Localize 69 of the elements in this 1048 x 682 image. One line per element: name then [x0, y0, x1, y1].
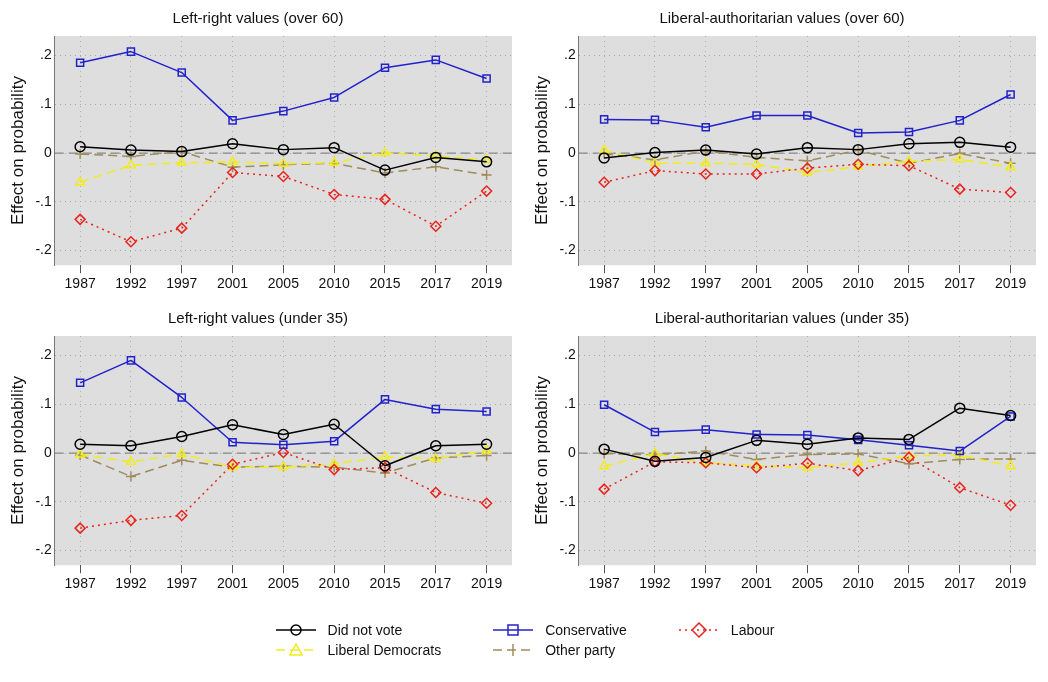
y-axis-title: Effect on probability	[531, 375, 551, 526]
y-tick-label: .2	[40, 346, 52, 363]
x-tick-label: 2015	[893, 575, 925, 592]
x-tick-label: 2001	[740, 575, 773, 592]
y-tick-label: .2	[564, 346, 576, 363]
y-tick-label: .2	[40, 46, 52, 63]
y-tick-label: -.1	[559, 192, 576, 209]
x-tick-label: 2017	[420, 575, 452, 592]
chart-title: Left-right values (under 35)	[167, 309, 349, 327]
x-tick-label: 2001	[216, 275, 249, 292]
x-tick-label: 2017	[944, 275, 976, 292]
x-tick-label: 2015	[893, 275, 925, 292]
x-tick-label: 1997	[166, 575, 198, 592]
y-tick-label: -.1	[35, 492, 52, 509]
x-tick-label: 2019	[471, 575, 503, 592]
x-tick-label: 2005	[791, 275, 824, 292]
y-tick-label: 0	[567, 143, 576, 160]
legend-label: Liberal Democrats	[327, 642, 442, 658]
x-tick-label: 2019	[471, 275, 503, 292]
y-tick-label: -.2	[35, 241, 52, 258]
chart-title: Liberal-authoritarian values (under 35)	[654, 309, 910, 327]
x-tick-label: 2005	[267, 575, 300, 592]
y-tick-label: .1	[564, 395, 576, 412]
legend-label: Did not vote	[327, 622, 403, 638]
x-tick-label: 2017	[420, 275, 452, 292]
y-axis-title: Effect on probability	[7, 375, 27, 526]
x-tick-label: 1992	[639, 575, 671, 592]
x-tick-label: 2005	[267, 275, 300, 292]
y-tick-label: 0	[43, 143, 52, 160]
y-tick-label: .1	[40, 395, 52, 412]
y-tick-label: -.2	[35, 541, 52, 558]
x-tick-label: 2019	[995, 575, 1027, 592]
x-tick-label: 1997	[166, 275, 198, 292]
x-tick-label: 2019	[995, 275, 1027, 292]
x-tick-label: 2017	[944, 575, 976, 592]
x-tick-label: 2001	[216, 575, 249, 592]
x-tick-label: 2005	[791, 575, 824, 592]
x-tick-label: 1997	[690, 575, 722, 592]
y-tick-label: .1	[564, 95, 576, 112]
x-tick-label: 2010	[318, 275, 350, 292]
x-tick-label: 2015	[369, 575, 401, 592]
y-tick-label: 0	[43, 443, 52, 460]
y-axis-title: Effect on probability	[531, 75, 551, 226]
y-tick-label: 0	[567, 443, 576, 460]
chart-title: Liberal-authoritarian values (over 60)	[659, 9, 905, 27]
x-tick-label: 1987	[64, 575, 96, 592]
x-tick-label: 2015	[369, 275, 401, 292]
x-tick-label: 1997	[690, 275, 722, 292]
x-tick-label: 1987	[64, 275, 96, 292]
y-tick-label: -.1	[559, 492, 576, 509]
x-tick-label: 2010	[842, 575, 874, 592]
x-tick-label: 2001	[740, 275, 773, 292]
y-axis-title: Effect on probability	[7, 75, 27, 226]
y-tick-label: .1	[40, 95, 52, 112]
legend-label: Labour	[730, 622, 775, 638]
x-tick-label: 1987	[588, 275, 620, 292]
x-tick-label: 2010	[318, 575, 350, 592]
legend-label: Conservative	[545, 622, 627, 638]
chart-title: Left-right values (over 60)	[172, 9, 344, 27]
x-tick-label: 1992	[115, 275, 147, 292]
y-tick-label: -.2	[559, 541, 576, 558]
x-tick-label: 2010	[842, 275, 874, 292]
y-tick-label: -.1	[35, 192, 52, 209]
legend-label: Other party	[545, 642, 616, 658]
x-tick-label: 1987	[588, 575, 620, 592]
y-tick-label: .2	[564, 46, 576, 63]
y-tick-label: -.2	[559, 241, 576, 258]
x-tick-label: 1992	[115, 575, 147, 592]
x-tick-label: 1992	[639, 275, 671, 292]
